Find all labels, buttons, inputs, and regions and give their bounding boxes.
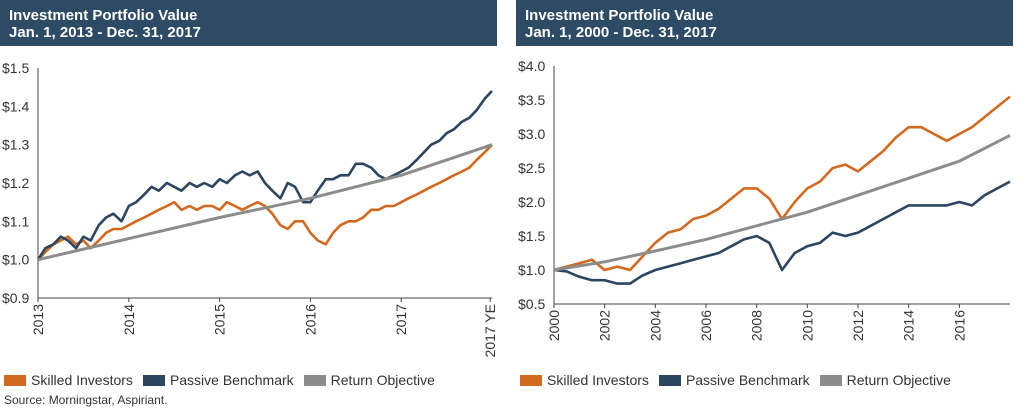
x-tick-label: 2017 — [393, 304, 409, 335]
chart-legend: Skilled Investors Passive Benchmark Retu… — [4, 372, 435, 388]
legend-item-skilled: Skilled Investors — [4, 372, 133, 388]
y-tick-label: $2.0 — [518, 194, 545, 210]
y-tick-label: $3.0 — [518, 126, 545, 142]
legend-item-skilled: Skilled Investors — [520, 372, 649, 388]
series-line-skilled — [37, 143, 493, 261]
y-tick-label: $0.5 — [518, 296, 545, 312]
x-tick-label: 2010 — [799, 310, 815, 341]
chart-title: Investment Portfolio Value — [525, 7, 714, 24]
x-tick-label: 2002 — [597, 310, 613, 341]
chart-panel-2013-2017: Investment Portfolio Value Jan. 1, 2013 … — [0, 0, 498, 412]
legend-label-passive: Passive Benchmark — [685, 372, 810, 388]
chart-subtitle: Jan. 1, 2000 - Dec. 31, 2017 — [525, 24, 717, 41]
x-tick-label: 2014 — [121, 304, 137, 335]
x-tick-label: 2012 — [850, 310, 866, 341]
series-line-objective — [553, 134, 1011, 272]
y-tick-label: $4.0 — [518, 58, 545, 74]
x-tick-label: 2016 — [951, 310, 967, 341]
series-line-passive — [553, 180, 1011, 285]
legend-label-objective: Return Objective — [330, 372, 435, 388]
y-tick-label: $1.3 — [2, 137, 29, 153]
legend-label-passive: Passive Benchmark — [169, 372, 294, 388]
chart-legend: Skilled Investors Passive Benchmark Retu… — [520, 372, 951, 388]
y-tick-label: $0.9 — [2, 290, 29, 306]
source-note: Source: Morningstar, Aspiriant. — [4, 393, 168, 407]
y-tick-label: $3.5 — [518, 92, 545, 108]
y-tick-label: $2.5 — [518, 160, 545, 176]
series-line-objective — [37, 143, 493, 262]
chart-title-bar: Investment Portfolio Value Jan. 1, 2013 … — [0, 0, 497, 46]
legend-item-passive: Passive Benchmark — [142, 372, 294, 388]
y-tick-label: $1.2 — [2, 175, 29, 191]
x-tick-label: 2008 — [749, 310, 765, 341]
y-tick-label: $1.1 — [2, 213, 29, 229]
chart-subtitle: Jan. 1, 2013 - Dec. 31, 2017 — [9, 24, 201, 41]
chart-title: Investment Portfolio Value — [9, 7, 198, 24]
legend-swatch-passive — [142, 374, 165, 386]
series-line-skilled — [553, 95, 1011, 272]
x-tick-label: 2017 YE — [482, 304, 498, 357]
x-tick-label: 2000 — [546, 310, 562, 341]
x-tick-label: 2013 — [30, 304, 46, 335]
x-tick-label: 2015 — [212, 304, 228, 335]
chart-title-bar: Investment Portfolio Value Jan. 1, 2000 … — [516, 0, 1013, 46]
series-line-passive — [36, 90, 493, 261]
y-tick-label: $1.0 — [518, 262, 545, 278]
legend-label-objective: Return Objective — [846, 372, 951, 388]
y-tick-label: $1.4 — [2, 98, 29, 114]
legend-item-objective: Return Objective — [303, 372, 435, 388]
x-tick-label: 2016 — [302, 304, 318, 335]
x-tick-label: 2014 — [901, 310, 917, 341]
x-tick-label: 2006 — [698, 310, 714, 341]
legend-swatch-skilled — [520, 374, 542, 386]
legend-item-passive: Passive Benchmark — [658, 372, 810, 388]
chart-panel-2000-2017: Investment Portfolio Value Jan. 1, 2000 … — [516, 0, 1013, 412]
y-tick-label: $1.5 — [2, 60, 29, 76]
x-tick-label: 2004 — [647, 310, 663, 341]
y-tick-label: $1.5 — [518, 228, 545, 244]
legend-label-skilled: Skilled Investors — [547, 372, 649, 388]
y-tick-label: $1.0 — [2, 252, 29, 268]
legend-swatch-skilled — [4, 374, 26, 386]
legend-item-objective: Return Objective — [819, 372, 951, 388]
legend-swatch-passive — [658, 374, 681, 386]
legend-label-skilled: Skilled Investors — [31, 372, 133, 388]
legend-swatch-objective — [819, 374, 842, 386]
legend-swatch-objective — [303, 374, 326, 386]
